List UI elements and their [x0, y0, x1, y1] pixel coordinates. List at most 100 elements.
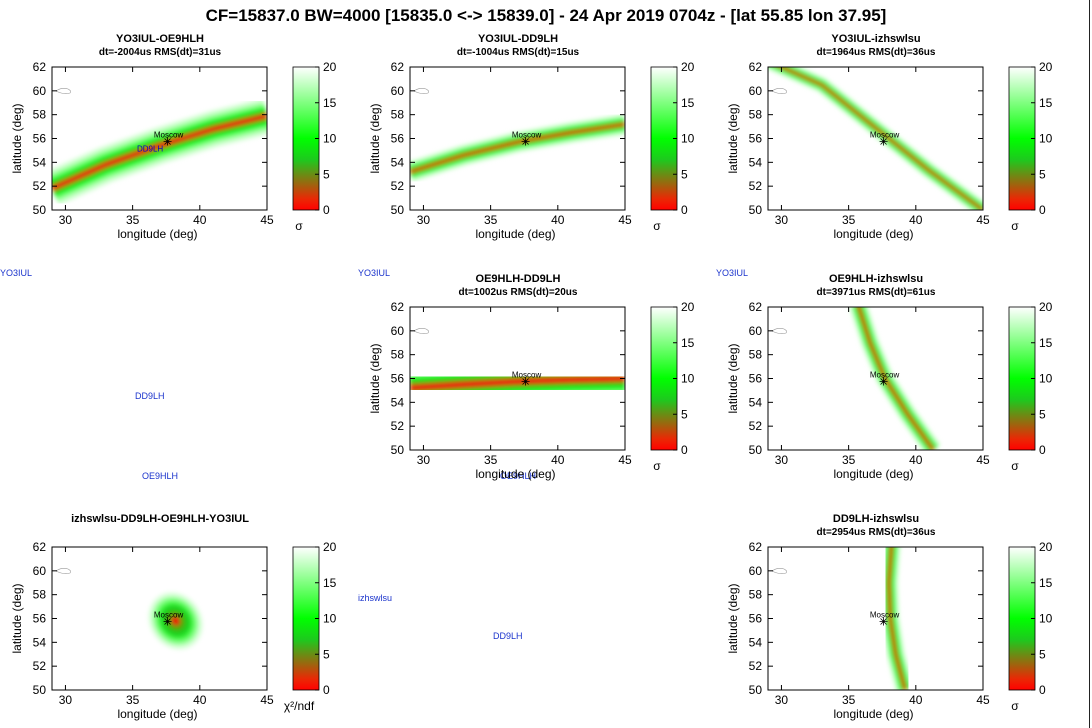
colorbar [650, 66, 678, 211]
y-tick-label: 62 [749, 540, 763, 554]
y-tick-label: 52 [749, 179, 763, 193]
tdoa-plot-panel: YO3IUL-OE9HLH dt=-2004us RMS(dt)=31us Mosc… [10, 33, 337, 241]
y-tick-label: 52 [749, 419, 763, 433]
tdoa-plot-panel: YO3IUL-izhswlsu dt=1964us RMS(dt)=36us Mos… [726, 33, 1053, 241]
x-tick-label: 40 [193, 213, 207, 227]
y-tick-label: 54 [749, 155, 763, 169]
colorbar-tick-label: 15 [1039, 336, 1053, 350]
marker-label: Moscow [154, 610, 184, 619]
y-tick-label: 58 [33, 588, 47, 602]
plot-title: OE9HLH-DD9LH [476, 273, 561, 285]
colorbar-label: χ²/ndf [284, 699, 315, 713]
x-tick-label: 45 [976, 213, 990, 227]
y-axis-label: latitude (deg) [10, 583, 24, 653]
map-outline [413, 88, 429, 94]
y-tick-label: 54 [391, 155, 405, 169]
y-tick-label: 52 [391, 179, 405, 193]
marker-label: Moscow [870, 610, 900, 619]
stray-station-label: OE9HLH [500, 471, 537, 481]
colorbar-tick-label: 10 [1039, 132, 1053, 146]
colorbar [650, 306, 678, 451]
x-tick-label: 35 [842, 693, 856, 707]
x-tick-label: 30 [417, 453, 431, 467]
colorbar-tick-label: 20 [323, 60, 337, 74]
y-tick-label: 60 [749, 84, 763, 98]
y-tick-label: 60 [33, 84, 47, 98]
x-tick-label: 45 [618, 213, 632, 227]
colorbar-tick-label: 0 [1039, 203, 1046, 217]
y-tick-label: 52 [33, 659, 47, 673]
y-tick-label: 58 [749, 588, 763, 602]
colorbar-tick-label: 15 [323, 96, 337, 110]
y-tick-label: 62 [391, 60, 405, 74]
colorbar-tick-label: 0 [681, 203, 688, 217]
y-tick-label: 50 [33, 683, 47, 697]
x-tick-label: 30 [775, 213, 789, 227]
colorbar-tick-label: 10 [323, 612, 337, 626]
y-tick-label: 58 [33, 108, 47, 122]
plot-subtitle: dt=1002us RMS(dt)=20us [459, 287, 578, 298]
map-outline [771, 568, 787, 574]
x-tick-label: 30 [775, 693, 789, 707]
y-tick-label: 54 [33, 635, 47, 649]
x-axis-label: longitude (deg) [117, 707, 197, 721]
y-axis-label: latitude (deg) [726, 343, 740, 413]
stray-station-label: DD9LH [135, 391, 165, 401]
marker-label: Moscow [512, 370, 542, 379]
x-axis-label: longitude (deg) [475, 467, 555, 481]
y-tick-label: 56 [391, 132, 405, 146]
marker-label: Moscow [512, 130, 542, 139]
tdoa-plot-panel: OE9HLH-DD9LH dt=1002us RMS(dt)=20us Moscow… [368, 273, 695, 481]
stray-station-label: YO3IUL [358, 268, 391, 278]
marker-label: Moscow [870, 130, 900, 139]
y-axis-label: latitude (deg) [368, 103, 382, 173]
plot-title: OE9HLH-izhswlsu [829, 273, 923, 285]
colorbar-tick-label: 20 [323, 540, 337, 554]
plot-subtitle: dt=1964us RMS(dt)=36us [817, 47, 936, 58]
x-tick-label: 35 [842, 213, 856, 227]
moscow-marker-icon [879, 137, 888, 146]
y-tick-label: 50 [391, 443, 405, 457]
colorbar [292, 66, 320, 211]
y-tick-label: 60 [749, 564, 763, 578]
y-tick-label: 62 [749, 60, 763, 74]
tdoa-plot-panel: YO3IUL-DD9LH dt=-1004us RMS(dt)=15us Mosco… [368, 33, 695, 241]
colorbar-tick-label: 5 [323, 647, 330, 661]
x-axis-label: longitude (deg) [833, 707, 913, 721]
x-axis-label: longitude (deg) [833, 227, 913, 241]
y-tick-label: 50 [749, 443, 763, 457]
y-tick-label: 60 [33, 564, 47, 578]
colorbar-tick-label: 10 [681, 372, 695, 386]
y-tick-label: 52 [749, 659, 763, 673]
y-tick-label: 62 [749, 300, 763, 314]
stray-station-label: YO3IUL [716, 268, 749, 278]
y-tick-label: 60 [391, 84, 405, 98]
x-tick-label: 30 [775, 453, 789, 467]
x-tick-label: 40 [551, 213, 565, 227]
colorbar-tick-label: 15 [681, 336, 695, 350]
moscow-marker-icon [163, 137, 172, 146]
y-tick-label: 56 [749, 132, 763, 146]
tdoa-plot-panel: izhswlsu-DD9LH-OE9HLH-YO3IUL Moscow 30 35 40… [10, 513, 337, 721]
map-outline [55, 568, 71, 574]
plot-subtitle: dt=-1004us RMS(dt)=15us [457, 47, 580, 58]
y-axis-label: latitude (deg) [726, 583, 740, 653]
y-tick-label: 60 [391, 324, 405, 338]
y-tick-label: 50 [391, 203, 405, 217]
map-outline [771, 88, 787, 94]
colorbar-tick-label: 10 [681, 132, 695, 146]
colorbar-label: σ [1011, 699, 1019, 713]
plot-subtitle: dt=-2004us RMS(dt)=31us [99, 47, 222, 58]
colorbar-tick-label: 20 [1039, 60, 1053, 74]
y-tick-label: 60 [749, 324, 763, 338]
moscow-marker-icon [521, 137, 530, 146]
plot-subtitle: dt=3971us RMS(dt)=61us [817, 287, 936, 298]
colorbar-tick-label: 5 [1039, 407, 1046, 421]
stray-station-label: DD9LH [493, 631, 523, 641]
colorbar-tick-label: 0 [681, 443, 688, 457]
plot-subtitle: dt=2954us RMS(dt)=36us [817, 527, 936, 538]
y-tick-label: 50 [749, 683, 763, 697]
colorbar-tick-label: 5 [1039, 167, 1046, 181]
y-tick-label: 62 [33, 540, 47, 554]
plot-title: YO3IUL-DD9LH [478, 33, 558, 45]
